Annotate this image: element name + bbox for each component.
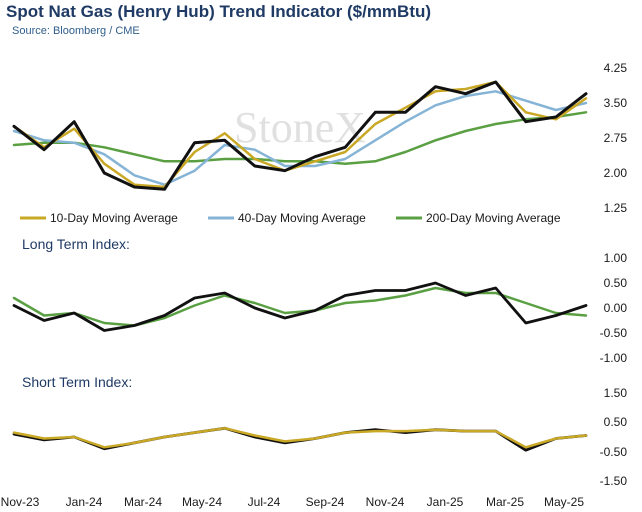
y-tick-label: 0.50 bbox=[604, 276, 628, 290]
x-tick-label: Jan-25 bbox=[427, 495, 464, 509]
x-tick-label: Jul-24 bbox=[248, 495, 281, 509]
source-label: Source: Bloomberg / CME bbox=[12, 25, 140, 37]
y-tick-label: 1.50 bbox=[604, 386, 628, 400]
legend-label: 40-Day Moving Average bbox=[238, 211, 366, 225]
y-tick-label: -1.50 bbox=[600, 474, 628, 488]
x-tick-label: Sep-24 bbox=[306, 495, 345, 509]
y-tick-label: 1.00 bbox=[604, 251, 628, 265]
y-tick-label: -0.50 bbox=[600, 445, 628, 459]
series-line-2-1 bbox=[12, 426, 588, 449]
short-term-index-title: Short Term Index: bbox=[22, 374, 133, 390]
x-tick-label: May-24 bbox=[182, 495, 222, 509]
series-line-0-3 bbox=[12, 111, 588, 165]
y-tick-label: 0.00 bbox=[604, 301, 628, 315]
y-tick-label: 4.25 bbox=[604, 61, 628, 75]
y-tick-label: 2.00 bbox=[604, 166, 628, 180]
series-line-1-0 bbox=[12, 281, 588, 332]
y-tick-label: 3.50 bbox=[604, 96, 628, 110]
x-tick-label: Mar-25 bbox=[486, 495, 524, 509]
x-tick-label: Jan-24 bbox=[66, 495, 103, 509]
y-tick-label: 1.25 bbox=[604, 201, 628, 215]
x-tick-label: May-25 bbox=[544, 495, 584, 509]
x-tick-label: Nov-24 bbox=[366, 495, 405, 509]
legend-label: 10-Day Moving Average bbox=[50, 211, 178, 225]
y-tick-label: -1.00 bbox=[600, 351, 628, 365]
watermark-logo: StoneX bbox=[234, 103, 366, 152]
x-tick-label: Nov-23 bbox=[1, 495, 40, 509]
y-tick-label: 2.75 bbox=[604, 131, 628, 145]
chart-title: Spot Nat Gas (Henry Hub) Trend Indicator… bbox=[6, 2, 432, 21]
x-tick-label: Mar-24 bbox=[124, 495, 162, 509]
long-term-index-title: Long Term Index: bbox=[22, 236, 130, 252]
y-tick-label: 0.50 bbox=[604, 415, 628, 429]
y-tick-label: -0.50 bbox=[600, 326, 628, 340]
series-line-0-0 bbox=[12, 80, 588, 191]
series-line-1-1 bbox=[12, 286, 588, 327]
legend-label: 200-Day Moving Average bbox=[426, 211, 561, 225]
